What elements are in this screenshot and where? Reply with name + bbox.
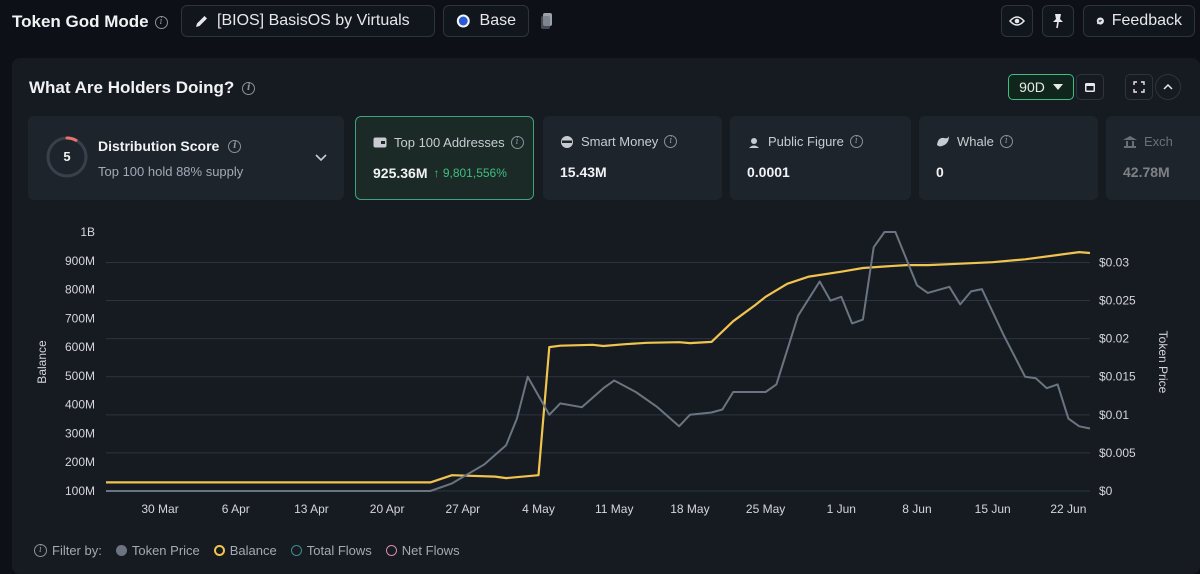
card-value: 15.43M: [560, 164, 607, 180]
card-label: Top 100 Addresses: [394, 135, 505, 150]
expand-icon: [1133, 81, 1145, 93]
legend-token-price[interactable]: Token Price: [115, 543, 200, 558]
distribution-score-card[interactable]: 5 Distribution Score i Top 100 hold 88% …: [28, 116, 344, 200]
filter-label: i Filter by:: [34, 543, 102, 558]
calendar-button[interactable]: [1076, 74, 1104, 100]
panel-title-text: What Are Holders Doing?: [29, 78, 235, 97]
chevron-down-icon[interactable]: [315, 154, 327, 162]
card-head: Whale i: [936, 134, 1013, 149]
whale-icon: [937, 136, 949, 147]
card-value: 0: [936, 164, 944, 180]
card-public-figure[interactable]: Public Figure i 0.0001: [730, 116, 911, 200]
legend-total-flows[interactable]: Total Flows: [290, 543, 372, 558]
legend-dot: [213, 545, 225, 556]
chart-legend: i Filter by: Token Price Balance Total F…: [34, 543, 460, 558]
card-info-icon[interactable]: i: [664, 135, 678, 148]
card-top-100-addresses[interactable]: Top 100 Addresses i 925.36M ↑ 9,801,556%: [355, 116, 534, 200]
card-info-icon[interactable]: i: [510, 136, 524, 149]
chevron-up-icon: [1163, 84, 1173, 90]
card-label: Smart Money: [581, 134, 659, 149]
legend-dot: [290, 545, 302, 556]
card-info-icon[interactable]: i: [849, 135, 863, 148]
token-label: [BIOS] BasisOS by Virtuals: [217, 12, 410, 29]
wallet-icon: [373, 137, 387, 148]
distribution-title-text: Distribution Score: [98, 138, 220, 154]
card-value: 0.0001: [747, 164, 790, 180]
card-head: Smart Money i: [560, 134, 678, 149]
pencil-icon: [196, 15, 207, 27]
exchange-icon: [1123, 135, 1137, 148]
collapse-button[interactable]: [1155, 74, 1181, 100]
caret-down-icon: [1052, 84, 1063, 90]
base-chain-icon: [456, 14, 470, 28]
legend-label: Net Flows: [401, 543, 460, 558]
feedback-label: Feedback: [1111, 12, 1182, 29]
card-head: Exch: [1123, 134, 1173, 149]
public-figure-icon: [749, 137, 759, 148]
token-selector-button[interactable]: [BIOS] BasisOS by Virtuals: [181, 5, 435, 37]
legend-dot: [385, 545, 397, 556]
range-label: 90D: [1019, 79, 1045, 95]
pin-button[interactable]: [1042, 5, 1074, 37]
app-title: Token God Mode: [12, 12, 149, 31]
filter-label-text: Filter by:: [52, 543, 102, 558]
card-label: Exch: [1144, 134, 1173, 149]
card-value: 42.78M: [1123, 164, 1170, 180]
distribution-subtitle: Top 100 hold 88% supply: [98, 164, 244, 179]
legend-label: Balance: [229, 543, 277, 558]
range-dropdown[interactable]: 90D: [1008, 74, 1074, 100]
panel-info-icon[interactable]: i: [242, 81, 256, 95]
legend-net-flows[interactable]: Net Flows: [385, 543, 460, 558]
card-head: Public Figure i: [747, 134, 863, 149]
chain-selector-button[interactable]: Base: [443, 5, 529, 37]
distribution-title: Distribution Score i: [98, 138, 242, 154]
card-change: ↑ 9,801,556%: [433, 166, 507, 180]
legend-dot: [115, 545, 127, 556]
card-label: Public Figure: [768, 134, 844, 149]
fullscreen-button[interactable]: [1125, 74, 1153, 100]
card-info-icon[interactable]: i: [999, 135, 1013, 148]
calendar-icon: [1085, 83, 1095, 92]
legend-label: Total Flows: [306, 543, 372, 558]
pin-icon: [1053, 14, 1063, 29]
card-value-row: 925.36M ↑ 9,801,556%: [373, 165, 507, 181]
app-title-info-icon[interactable]: i: [154, 15, 168, 29]
legend-balance[interactable]: Balance: [213, 543, 277, 558]
smart-money-icon: [561, 135, 573, 148]
copy-icon[interactable]: [540, 12, 554, 30]
holders-panel: What Are Holders Doing? i 90D 5 Distribu…: [12, 58, 1200, 574]
card-exchange[interactable]: Exch 42.78M: [1106, 116, 1200, 200]
eye-icon: [1009, 16, 1025, 26]
distribution-info-icon[interactable]: i: [228, 139, 242, 153]
card-whale[interactable]: Whale i 0: [919, 116, 1098, 200]
panel-title: What Are Holders Doing? i: [29, 78, 256, 98]
chat-bubble-icon: [1096, 17, 1104, 25]
card-smart-money[interactable]: Smart Money i 15.43M: [543, 116, 722, 200]
feedback-button[interactable]: Feedback: [1083, 5, 1195, 37]
filter-info-icon[interactable]: i: [34, 544, 47, 557]
top-bar: Token God Mode i: [0, 0, 1200, 44]
card-value: 925.36M: [373, 165, 428, 181]
card-label: Whale: [957, 134, 994, 149]
card-change-value: 9,801,556%: [442, 166, 507, 180]
score-value: 5: [63, 149, 71, 164]
card-head: Top 100 Addresses i: [373, 135, 524, 150]
watch-button[interactable]: [1001, 5, 1033, 37]
legend-label: Token Price: [131, 543, 200, 558]
score-gauge: [46, 136, 88, 178]
chain-label: Base: [479, 12, 516, 29]
